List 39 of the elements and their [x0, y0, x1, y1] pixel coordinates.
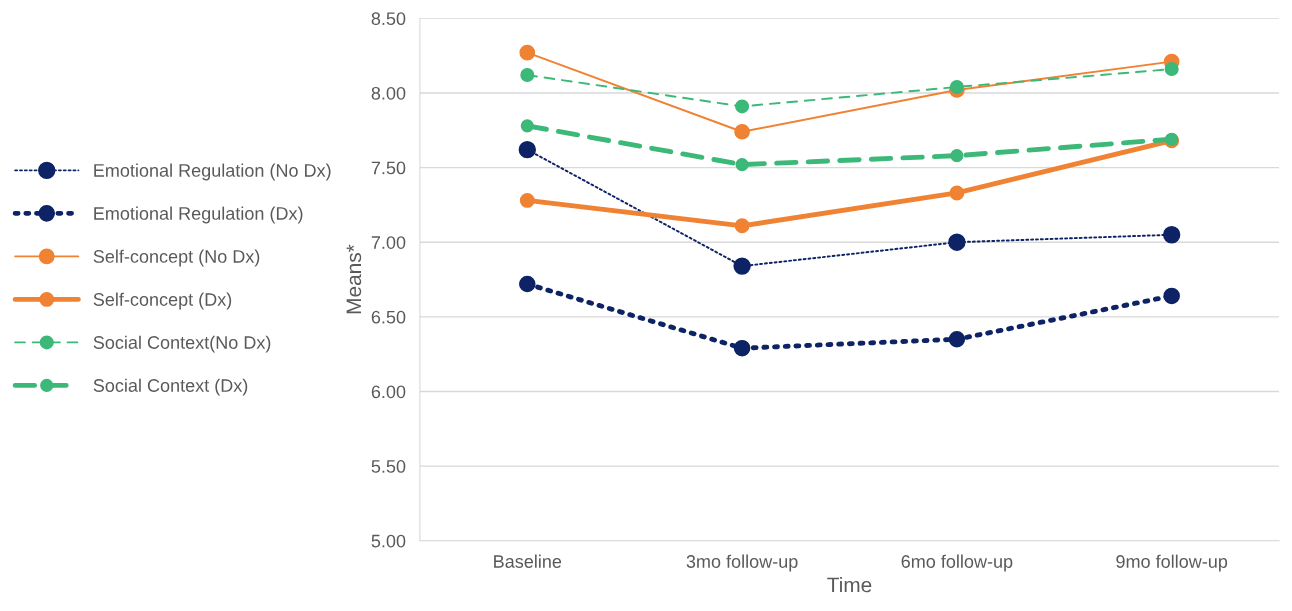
point: [1163, 287, 1180, 305]
legend-label: Emotional Regulation (Dx): [94, 206, 303, 224]
point: [520, 119, 534, 133]
point: [733, 257, 751, 275]
y-tick-label: 5.50: [371, 460, 406, 473]
point: [734, 123, 750, 140]
legend-label: Self-concept (Dx): [93, 292, 232, 310]
point: [1164, 62, 1179, 77]
legend-label: Emotional Regulation (No Dx): [94, 163, 331, 181]
x-tick-label: 9mo follow-up: [1116, 554, 1228, 572]
x-tick-label: 6mo follow-up: [901, 554, 1013, 572]
point: [519, 275, 536, 293]
x-tick-label: 3mo follow-up: [686, 554, 798, 572]
point: [519, 192, 535, 208]
legend-label: Social Context(No Dx): [93, 335, 271, 353]
x-axis-title: Time: [827, 577, 872, 593]
y-tick-label: 5.00: [371, 534, 406, 548]
point: [733, 339, 751, 357]
y-tick-label: 6.00: [371, 385, 406, 399]
point: [735, 99, 750, 114]
point: [520, 68, 535, 83]
x-tick-label: Baseline: [494, 554, 562, 568]
y-tick-label: 7.00: [371, 236, 406, 249]
point: [519, 44, 536, 61]
y-tick-label: 6.50: [371, 310, 406, 324]
y-tick-label: 8.00: [371, 86, 406, 100]
point: [949, 185, 965, 201]
y-tick-label: 7.50: [371, 161, 406, 175]
point: [948, 330, 966, 348]
point: [1163, 226, 1181, 244]
point: [734, 218, 750, 234]
legend-label: Self-concept (No Dx): [93, 249, 260, 267]
point: [950, 149, 964, 163]
point: [735, 158, 749, 172]
y-tick-label: 8.50: [371, 12, 406, 26]
legend-label: Social Context (Dx): [93, 378, 248, 396]
point: [948, 233, 966, 251]
point: [518, 140, 536, 159]
y-axis-title: Means*: [346, 244, 362, 314]
